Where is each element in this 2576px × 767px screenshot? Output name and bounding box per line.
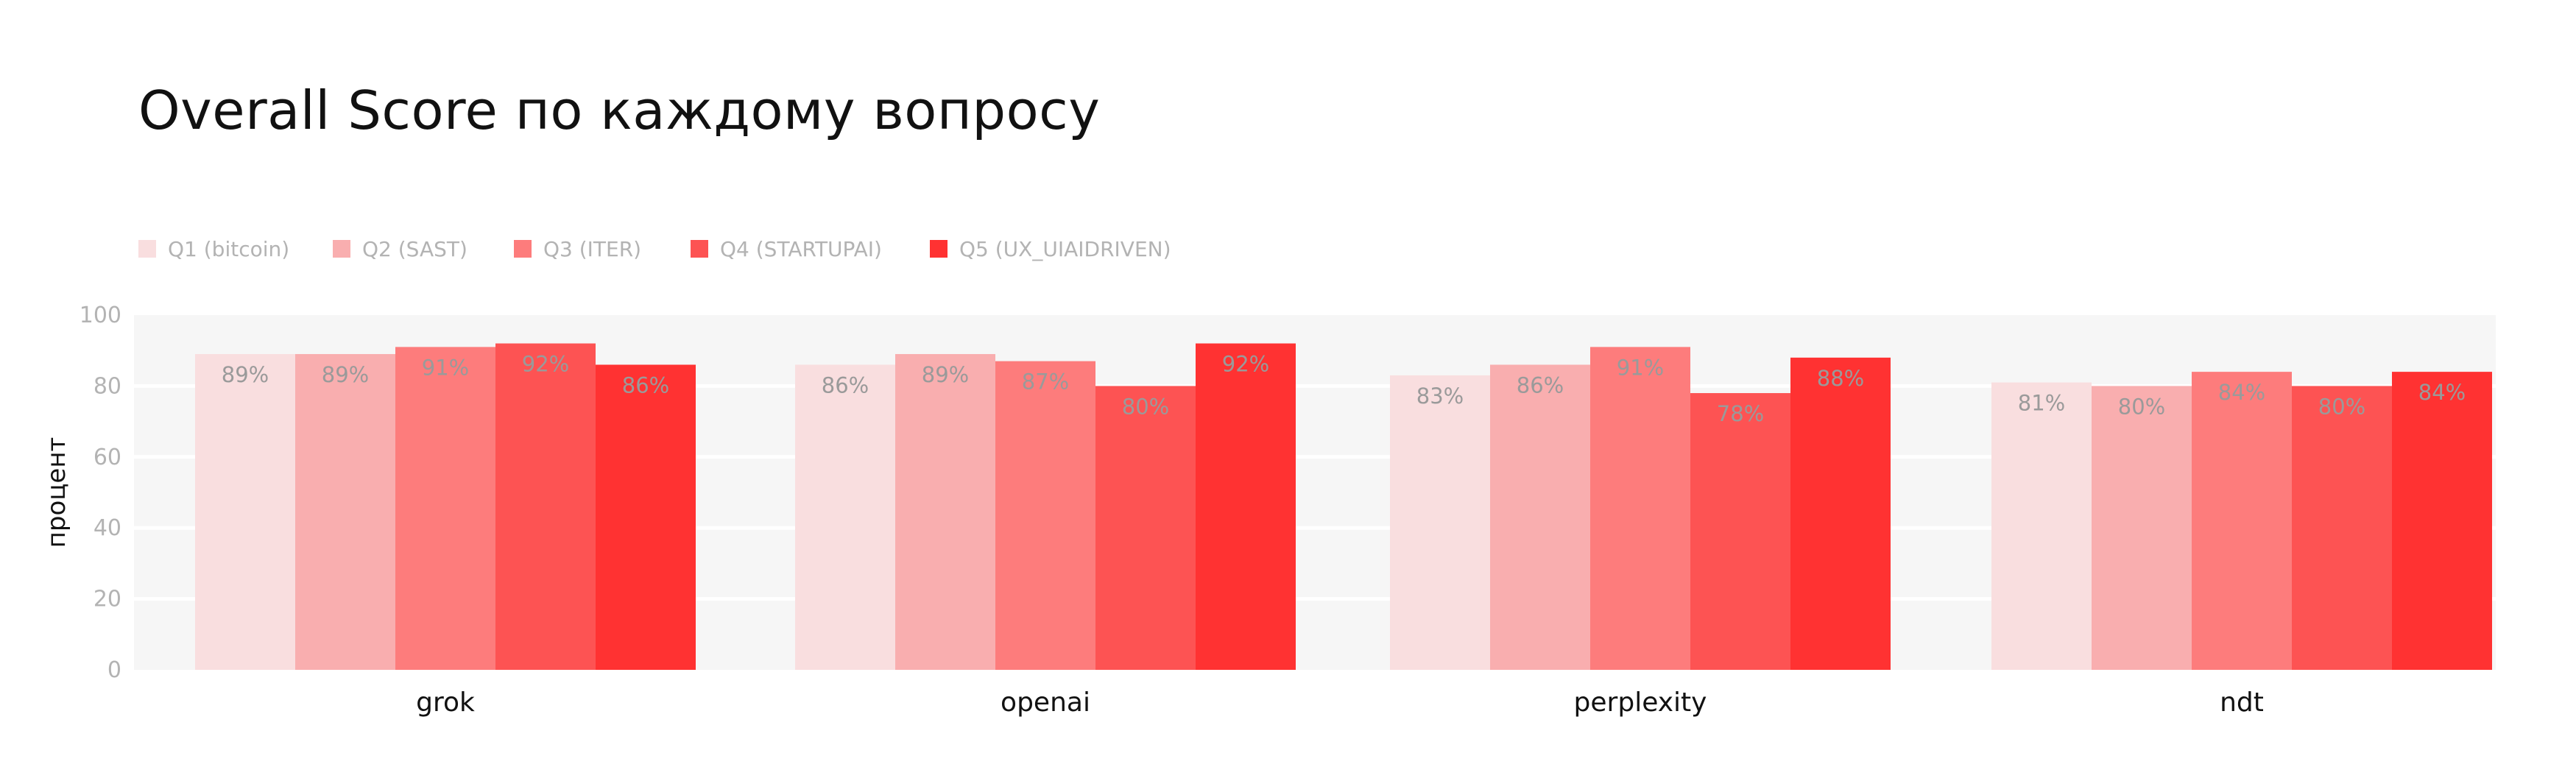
bar <box>795 364 895 670</box>
bar <box>495 343 596 670</box>
data-label: 89% <box>222 362 269 387</box>
y-tick-label: 60 <box>93 445 121 470</box>
bar <box>596 364 696 670</box>
data-label: 80% <box>2318 394 2365 419</box>
bar <box>1690 393 1790 670</box>
data-label: 83% <box>1416 384 1464 409</box>
x-tick-label: perplexity <box>1574 688 1707 718</box>
y-tick-label: 40 <box>93 515 121 541</box>
data-label: 87% <box>1022 370 1069 395</box>
data-label: 84% <box>2418 380 2466 405</box>
legend-label[interactable]: Q5 (UX_UIAIDRIVEN) <box>959 237 1171 261</box>
data-label: 86% <box>622 372 669 397</box>
data-label: 81% <box>2018 391 2065 416</box>
data-label: 84% <box>2218 380 2265 405</box>
legend-label[interactable]: Q4 (STARTUPAI) <box>720 237 882 261</box>
bar <box>2392 372 2492 670</box>
bar <box>1095 386 1196 670</box>
data-label: 86% <box>1517 372 1564 397</box>
bar <box>1390 375 1490 670</box>
data-label: 89% <box>322 362 369 387</box>
data-label: 80% <box>2118 394 2165 419</box>
y-tick-label: 80 <box>93 373 121 399</box>
y-tick-label: 100 <box>80 303 121 328</box>
x-tick-label: grok <box>416 688 475 718</box>
y-tick-label: 0 <box>107 657 121 683</box>
data-label: 88% <box>1817 366 1864 391</box>
data-label: 91% <box>422 355 469 380</box>
legend-swatch <box>138 240 156 258</box>
bar <box>1196 343 1296 670</box>
y-axis-label: процент <box>42 437 71 548</box>
x-tick-label: ndt <box>2220 688 2264 718</box>
bar <box>2092 386 2192 670</box>
legend-label[interactable]: Q3 (ITER) <box>543 237 641 261</box>
legend-label[interactable]: Q2 (SAST) <box>362 237 467 261</box>
data-label: 92% <box>522 352 569 377</box>
bar <box>195 354 295 670</box>
data-label: 80% <box>1122 394 1169 419</box>
bar <box>995 361 1095 670</box>
bar <box>895 354 995 670</box>
legend-label[interactable]: Q1 (bitcoin) <box>168 237 289 261</box>
chart-title: Overall Score по каждому вопросу <box>138 79 1101 141</box>
legend-swatch <box>930 240 948 258</box>
data-label: 92% <box>1222 352 1269 377</box>
y-tick-label: 20 <box>93 587 121 612</box>
bar <box>1991 382 2092 670</box>
bar <box>1590 347 1690 670</box>
data-label: 78% <box>1717 401 1764 426</box>
data-label: 89% <box>922 362 969 387</box>
data-label: 91% <box>1617 355 1664 380</box>
data-label: 86% <box>822 372 869 397</box>
legend-swatch <box>514 240 532 258</box>
bar <box>2192 372 2292 670</box>
bar <box>1490 364 1590 670</box>
x-tick-label: openai <box>1001 688 1090 718</box>
bar <box>1790 357 1891 670</box>
legend-swatch <box>691 240 708 258</box>
bar <box>2292 386 2392 670</box>
bar <box>295 354 395 670</box>
legend-swatch <box>333 240 350 258</box>
bar <box>395 347 495 670</box>
